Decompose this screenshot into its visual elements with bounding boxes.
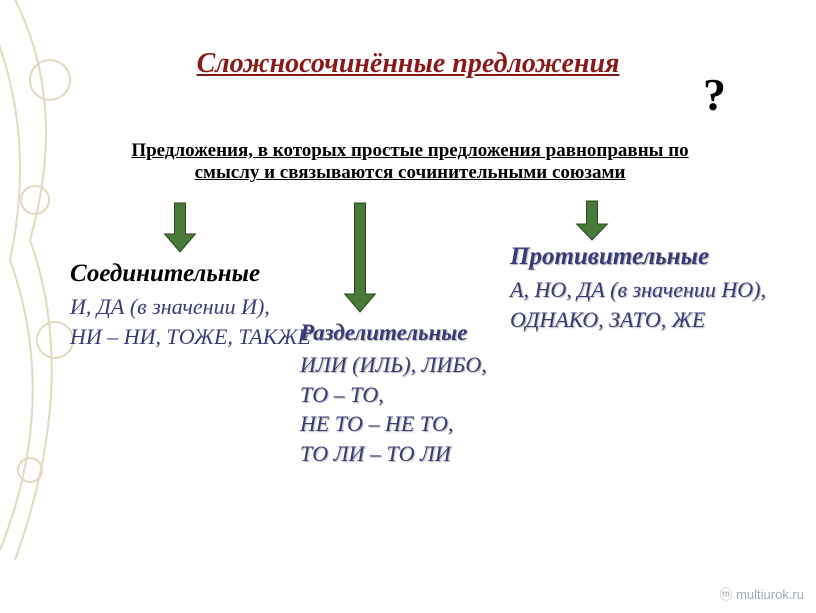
body-connective: И, ДА (в значении И), НИ – НИ, ТОЖЕ, ТАК… — [70, 292, 320, 351]
arrow-left — [160, 202, 200, 254]
question-mark: ? — [703, 68, 726, 121]
heading-connective: Соединительные — [70, 260, 320, 288]
arrow-right — [572, 200, 612, 242]
arrow-middle — [340, 202, 380, 314]
subtitle: Предложения, в которых простые предложен… — [80, 140, 740, 184]
subtitle-line1: Предложения, в которых простые предложен… — [80, 140, 740, 162]
heading-adversative: Противительные — [510, 243, 780, 271]
body-disjunctive: ИЛИ (ИЛЬ), ЛИБО, ТО – ТО, НЕ ТО – НЕ ТО,… — [300, 350, 520, 469]
body-adversative: А, НО, ДА (в значении НО), ОДНАКО, ЗАТО,… — [510, 275, 780, 334]
page-title: Сложносочинённые предложения — [0, 48, 816, 80]
heading-disjunctive: Разделительные — [300, 320, 520, 346]
column-connective: Соединительные И, ДА (в значении И), НИ … — [70, 260, 320, 351]
watermark-logo: ⓜ multiurok.ru — [719, 584, 804, 603]
subtitle-line2: смыслу и связываются сочинительными союз… — [80, 162, 740, 184]
column-adversative: Противительные А, НО, ДА (в значении НО)… — [510, 243, 780, 334]
column-disjunctive: Разделительные ИЛИ (ИЛЬ), ЛИБО, ТО – ТО,… — [300, 320, 520, 469]
